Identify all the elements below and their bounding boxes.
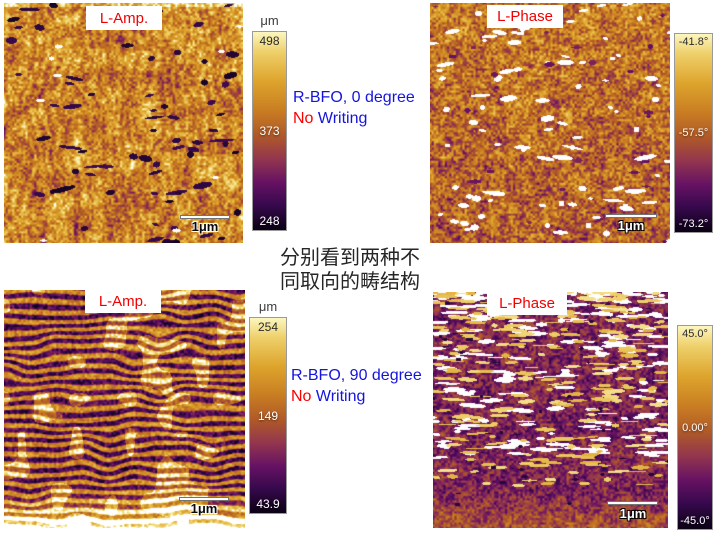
colorbar-tick-min: -45.0°: [680, 515, 710, 527]
caption-chinese: 分别看到两种不 同取向的畴结构: [252, 246, 448, 294]
afm-image-amp-0deg: [4, 3, 243, 243]
scale-bar: [179, 497, 229, 501]
panel-label-box: L-Amp.: [85, 290, 161, 313]
colorbar-tick-mid: 0.00°: [682, 421, 708, 434]
panel-label: L-Amp.: [99, 9, 149, 27]
panel-label: L-Phase: [497, 8, 553, 25]
afm-image-phase-0deg: [430, 3, 670, 243]
colorbar-tick-mid: 149: [257, 408, 279, 423]
annotation-90deg: R-BFO, 90 degree No Writing: [291, 365, 422, 407]
colorbar-unit: μm: [260, 13, 279, 28]
colorbar-unit: μm: [258, 299, 278, 314]
no-writing-no: No: [293, 110, 314, 127]
scale-bar: [605, 214, 657, 218]
afm-image-amp-90deg: [4, 290, 245, 528]
scale-bar-label: 1μm: [617, 218, 645, 233]
scale-bar: [180, 215, 230, 219]
no-writing-rest: Writing: [313, 110, 368, 127]
colorbar-tick-max: 498: [259, 34, 280, 48]
colorbar-tick-min: 43.9: [256, 497, 280, 511]
no-writing-no: No: [291, 388, 312, 405]
panel-label-box: L-Phase: [487, 292, 567, 315]
annotation-0deg: R-BFO, 0 degree No Writing: [293, 87, 415, 129]
colorbar: 45.0° 0.00° -45.0°: [677, 325, 713, 530]
colorbar-tick-min: 248: [259, 214, 280, 228]
scale-bar-label: 1μm: [619, 506, 647, 521]
annotation-0deg-line2: No Writing: [293, 108, 415, 129]
annotation-90deg-line1: R-BFO, 90 degree: [291, 367, 422, 384]
colorbar-tick-min: -73.2°: [678, 218, 709, 230]
colorbar: -41.8° -57.5° -73.2°: [674, 33, 713, 233]
annotation-0deg-line1: R-BFO, 0 degree: [293, 89, 415, 106]
panel-label: L-Amp.: [98, 293, 148, 310]
caption-chinese-line2: 同取向的畴结构: [280, 271, 420, 293]
scale-bar: [607, 501, 658, 505]
panel-label-box: L-Phase: [487, 5, 563, 28]
colorbar-tick-max: -41.8°: [678, 36, 709, 48]
colorbar-tick-mid: 373: [259, 124, 280, 138]
annotation-90deg-line2: No Writing: [291, 386, 422, 407]
scale-bar-label: 1μm: [191, 219, 219, 234]
panel-label: L-Phase: [499, 295, 555, 312]
caption-chinese-line1: 分别看到两种不: [280, 247, 420, 269]
afm-image-phase-90deg: [433, 292, 668, 528]
colorbar-tick-max: 45.0°: [682, 328, 708, 340]
colorbar: 254 149 43.9: [249, 317, 287, 514]
panel-label-box: L-Amp.: [86, 6, 162, 30]
scale-bar-label: 1μm: [190, 501, 218, 516]
colorbar-tick-max: 254: [257, 320, 279, 334]
colorbar-tick-mid: -57.5°: [678, 127, 709, 139]
no-writing-rest: Writing: [311, 388, 366, 405]
colorbar: 498 373 248: [252, 31, 287, 231]
